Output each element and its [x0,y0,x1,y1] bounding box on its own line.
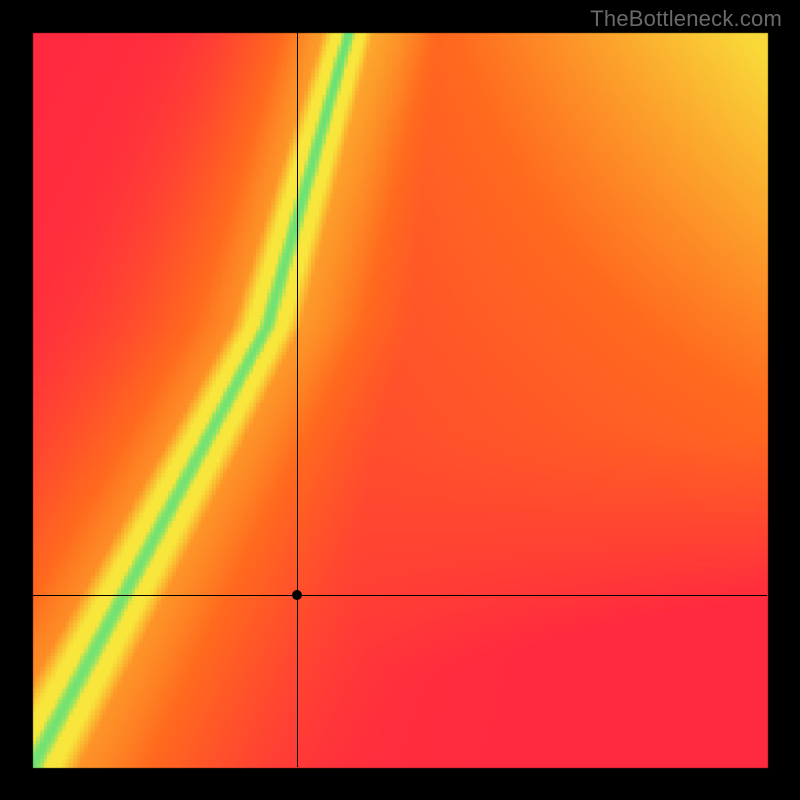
watermark-text: TheBottleneck.com [590,6,782,32]
bottleneck-heatmap [0,0,800,800]
chart-container: TheBottleneck.com [0,0,800,800]
